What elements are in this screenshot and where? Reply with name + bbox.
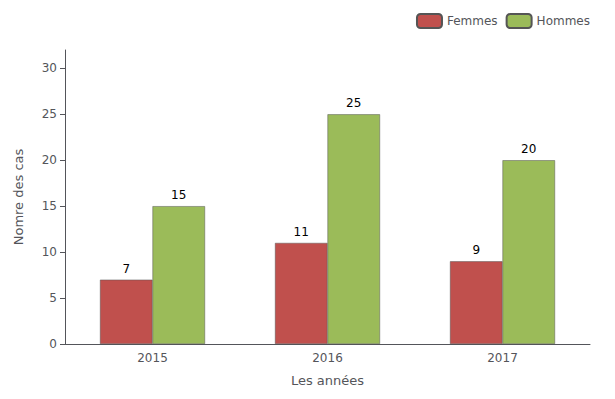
svg-text:Nomre des cas: Nomre des cas	[11, 148, 26, 245]
svg-text:11: 11	[294, 225, 309, 239]
svg-text:5: 5	[49, 291, 57, 305]
svg-text:15: 15	[42, 199, 57, 213]
svg-text:15: 15	[171, 188, 186, 202]
svg-text:2017: 2017	[487, 351, 518, 365]
svg-text:7: 7	[122, 262, 130, 276]
svg-text:Les années: Les années	[291, 373, 364, 388]
svg-text:0: 0	[49, 337, 57, 351]
svg-text:10: 10	[42, 245, 57, 259]
svg-text:2015: 2015	[137, 351, 168, 365]
svg-text:Hommes: Hommes	[537, 14, 590, 28]
svg-text:20: 20	[42, 153, 57, 167]
svg-text:Femmes: Femmes	[447, 14, 498, 28]
svg-text:25: 25	[42, 107, 57, 121]
svg-text:30: 30	[42, 61, 57, 75]
svg-text:2016: 2016	[312, 351, 343, 365]
svg-text:25: 25	[346, 96, 361, 110]
svg-text:20: 20	[521, 142, 536, 156]
svg-text:9: 9	[472, 243, 480, 257]
